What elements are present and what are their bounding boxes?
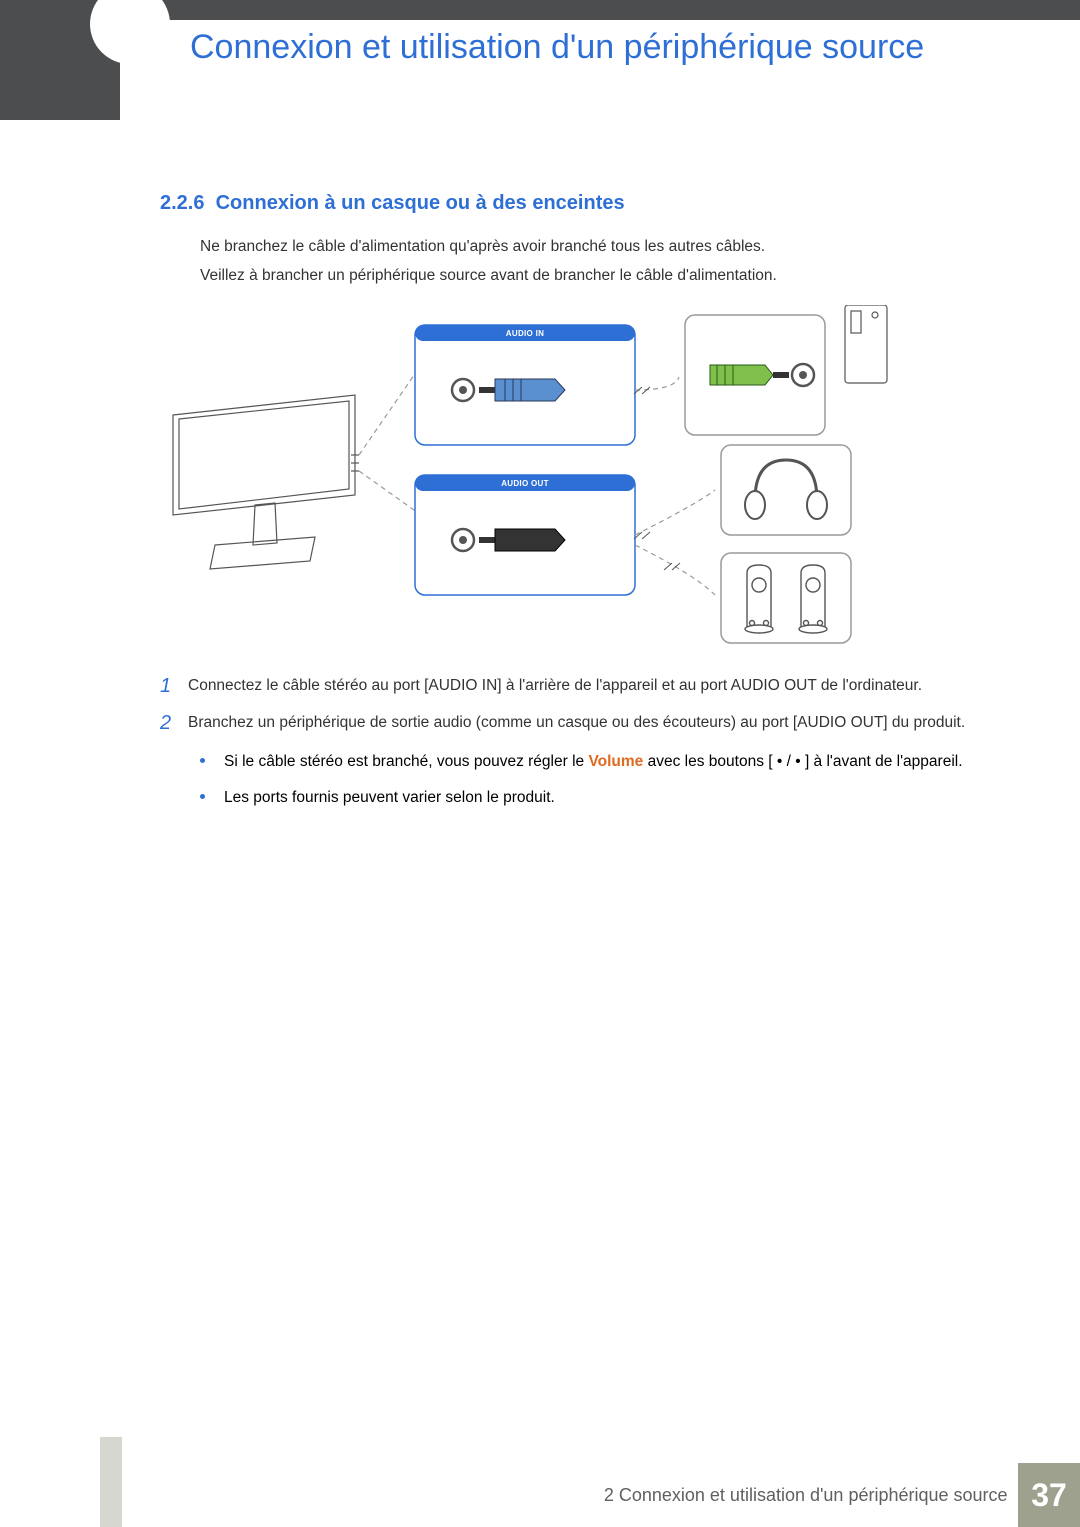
cable-monitor-to-audio-in [359,365,421,455]
monitor-icon [173,395,359,569]
note-text: Les ports fournis peuvent varier selon l… [224,786,555,811]
note-item: Les ports fournis peuvent varier selon l… [200,786,1020,811]
highlight-volume: Volume [588,753,643,770]
steps-list: 1 Connectez le câble stéréo au port [AUD… [160,674,1020,823]
footer: 2 Connexion et utilisation d'un périphér… [0,1463,1080,1527]
audio-out-label: AUDIO OUT [501,479,549,488]
bullet-icon [200,750,224,775]
cable-monitor-to-audio-out [359,471,421,515]
bullet-icon [200,786,224,811]
step-item: 2 Branchez un périphérique de sortie aud… [160,711,1020,736]
cable-audio-out-to-headphones [635,490,715,535]
intro-line-1: Ne branchez le câble d'alimentation qu'a… [200,232,1010,261]
step-text: Branchez un périphérique de sortie audio… [188,711,965,736]
cable-audio-out-to-speakers [635,545,715,595]
notes-list: Si le câble stéréo est branché, vous pou… [200,750,1020,812]
section-heading: 2.2.6 Connexion à un casque ou à des enc… [160,192,625,215]
step-item: 1 Connectez le câble stéréo au port [AUD… [160,674,1020,699]
note-text: Si le câble stéréo est branché, vous pou… [224,750,963,775]
step-number: 1 [160,674,188,699]
headphones-icon [721,445,851,535]
pc-tower-icon [845,305,887,383]
section-title: Connexion à un casque ou à des enceintes [216,192,625,214]
intro-paragraph: Ne branchez le câble d'alimentation qu'a… [200,232,1010,291]
step-number: 2 [160,711,188,736]
pc-jack-closeup [685,315,825,435]
footer-breadcrumb: 2 Connexion et utilisation d'un périphér… [604,1463,1008,1527]
page-number: 37 [1018,1463,1080,1527]
step-text: Connectez le câble stéréo au port [AUDIO… [188,674,922,699]
audio-in-closeup: AUDIO IN [415,325,635,445]
note-item: Si le câble stéréo est branché, vous pou… [200,750,1020,775]
speakers-icon [721,553,851,643]
intro-line-2: Veillez à brancher un périphérique sourc… [200,261,1010,290]
connection-diagram: AUDIO IN [155,305,915,655]
page-title: Connexion et utilisation d'un périphériq… [190,26,1020,69]
cable-audio-in-to-pc [635,377,679,390]
audio-out-closeup: AUDIO OUT [415,475,635,595]
section-number: 2.2.6 [160,192,204,214]
audio-in-label: AUDIO IN [506,329,544,338]
